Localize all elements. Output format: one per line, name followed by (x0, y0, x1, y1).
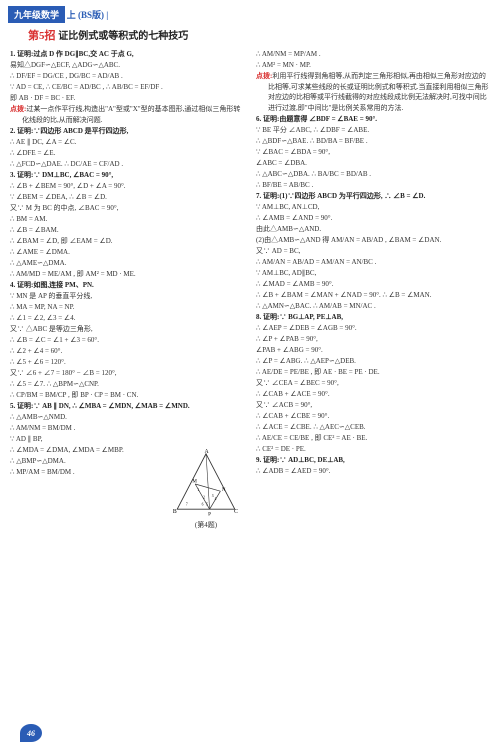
text-line: ∵ BE 平分 ∠ABC, ∴ ∠DBF = ∠ABE. (254, 125, 492, 136)
text-line: ∵ ∠BAC = ∠BDA = 90°, (254, 147, 492, 158)
text-line: ∴ AM/NM = MP/AM . (254, 49, 492, 60)
text-line: ∴ ∠B + ∠BEM = 90°, ∠D + ∠A = 90°. (8, 181, 246, 192)
text-line: 又∵ M 为 BC 的中点, ∠BAC = 90°, (8, 203, 246, 214)
text-line: ∴ ∠DFE = ∠E. (8, 148, 246, 159)
text-line: 9. 证明:∵ AD⊥BC, DE⊥AB, (254, 455, 492, 466)
text-line: ∴ ∠CAB + ∠CBE = 90°. (254, 411, 492, 422)
svg-text:6: 6 (202, 503, 204, 507)
text-line: ∴ AE/DE = PE/BE , 即 AE · BE = PE · DE. (254, 367, 492, 378)
text-line: ∵ ∠BEM = ∠DEA, ∴ ∠B = ∠D. (8, 192, 246, 203)
column-right: ∴ AM/NM = MP/AM .∴ AM² = MN · MP.点拨:利用平行… (254, 49, 492, 478)
text-line: ∴ △FCD∽△DAE. ∴ DC/AE = CF/AD . (8, 159, 246, 170)
text-line: ∴ ∠AEP = ∠DEB = ∠AGB = 90°. (254, 323, 492, 334)
text-line: ∴ ∠B = ∠C = ∠1 + ∠3 = 60°. (8, 335, 246, 346)
text-line: 点拨:过某一点作平行线,构造出"A"型或"X"型的基本图形,通过相似三角形转化线… (8, 104, 246, 125)
svg-text:C: C (234, 509, 238, 515)
column-left: 1. 证明:过点 D 作 DG∥BC,交 AC 于点 G,易知△DGF∽△ECF… (8, 49, 246, 478)
header-suffix: 上 (BS版) | (67, 10, 109, 20)
text-line: 又∵ AD = BC, (254, 246, 492, 257)
svg-text:B: B (173, 509, 177, 515)
text-line: ∴ ∠AMB = ∠AND = 90°. (254, 213, 492, 224)
text-line: 又∵ ∠CEA = ∠BEC = 90°, (254, 378, 492, 389)
text-line: ∴ ∠2 + ∠4 = 60°. (8, 346, 246, 357)
text-line: 由此△AMB∽△AND. (254, 224, 492, 235)
text-line: 5. 证明:∵ AB ∥ DN, ∴ ∠MBA = ∠MDN, ∠MAB = ∠… (8, 401, 246, 412)
svg-text:7: 7 (186, 503, 188, 507)
text-line: ∵ AD ∥ BP, (8, 434, 246, 445)
text-line: ∴ CP/BM = BM/CP , 即 BP · CP = BM · CN. (8, 390, 246, 401)
title-red: 第5招 (28, 30, 56, 42)
text-line: ∴ BF/BE = AB/BC . (254, 180, 492, 191)
text-line: ∴ ∠MAD = ∠AMB = 90°. (254, 279, 492, 290)
text-line: ∴ ∠ACE = ∠CBE. ∴ △AEC∽△CEB. (254, 422, 492, 433)
text-line: ∵ MN 是 AP 的垂直平分线, (8, 291, 246, 302)
text-line: 易知△DGF∽△ECF, △ADG∽△ABC. (8, 60, 246, 71)
text-line: ∴ BM = AM. (8, 214, 246, 225)
text-line: ∴ ∠5 = ∠7. ∴ △BPM∽△CNP. (8, 379, 246, 390)
text-line: 又∵ △ABC 是等边三角形, (8, 324, 246, 335)
text-line: 8. 证明:∵ BG⊥AP, PE⊥AB, (254, 312, 492, 323)
text-line: ∴ △AMB∽△NMD. (8, 412, 246, 423)
text-line: ∴ ∠ADB = ∠AED = 90°. (254, 466, 492, 477)
text-line: ∴ △BDF∽△BAE. ∴ BD/BA = BF/BE . (254, 136, 492, 147)
svg-text:N: N (222, 487, 226, 493)
text-line: ∴ CE² = DE · PE. (254, 444, 492, 455)
text-line: ∴ AE/CE = CE/BE , 即 CE² = AE · BE. (254, 433, 492, 444)
title-black: 证比例式或等积式的七种技巧 (58, 31, 188, 42)
svg-text:2: 2 (203, 495, 205, 499)
text-line: ∴ ∠5 + ∠6 = 120°. (8, 357, 246, 368)
text-line: ∴ AE ∥ DC, ∠A = ∠C. (8, 137, 246, 148)
svg-text:4: 4 (215, 497, 217, 501)
text-line: ∴ ∠P + ∠PAB = 90°, (254, 334, 492, 345)
header-bar: 九年级数学 (8, 6, 65, 23)
text-line: ∴ ∠B = ∠BAM. (8, 225, 246, 236)
text-line: 又∵ ∠6 + ∠7 = 180° − ∠B = 120°, (8, 368, 246, 379)
text-line: ∵ AM⊥BC, AN⊥CD, (254, 202, 492, 213)
text-line: 又∵ ∠ACB = 90°, (254, 400, 492, 411)
page-number: 46 (20, 724, 42, 742)
text-line: ∴ AM² = MN · MP. (254, 60, 492, 71)
text-line: ∠PAB + ∠ABG = 90°. (254, 345, 492, 356)
text-line: ∴ △ABC∽△DBA. ∴ BA/BC = BD/AB . (254, 169, 492, 180)
text-line: ∠ABC = ∠DBA. (254, 158, 492, 169)
text-line: 6. 证明:由题意得 ∠BDF = ∠BAE = 90°. (254, 114, 492, 125)
text-line: 3. 证明:∵ DM⊥BC, ∠BAC = 90°, (8, 170, 246, 181)
svg-text:5: 5 (206, 503, 208, 507)
text-line: ∵ AD = CE, ∴ CE/BC = AD/BC , ∴ AB/BC = E… (8, 82, 246, 93)
text-line: ∴ ∠CAB + ∠ACE = 90°. (254, 389, 492, 400)
svg-text:1: 1 (197, 488, 199, 492)
triangle-diagram: A M N B P C 1 2 3 4 5 6 7 (第4题) (170, 448, 242, 520)
text-line: ∴ MA = MP, NA = NP. (8, 302, 246, 313)
text-line: ∵ AM⊥BC, AD∥BC, (254, 268, 492, 279)
text-line: 7. 证明:(1)∵四边形 ABCD 为平行四边形, ∴ ∠B = ∠D. (254, 191, 492, 202)
text-line: ∴ DF/EF = DG/CE , DG/BC = AD/AB . (8, 71, 246, 82)
text-line: 4. 证明:如图,连接 PM、PN. (8, 280, 246, 291)
lesson-title: 第5招 证比例式或等积式的七种技巧 (28, 27, 500, 43)
diagram-caption: (第4题) (170, 520, 242, 530)
text-line: ∴ AM/MD = ME/AM , 即 AM² = MD · ME. (8, 269, 246, 280)
text-line: 即 AB · DF = BC · EF. (8, 93, 246, 104)
text-line: ∴ AM/AN = AB/AD = AM/AN = AN/BC . (254, 257, 492, 268)
text-line: ∴ △AME∽△DMA. (8, 258, 246, 269)
text-line: ∴ ∠P = ∠ABG. ∴ △AEP∽△DEB. (254, 356, 492, 367)
svg-text:M: M (192, 479, 197, 485)
content-columns: 1. 证明:过点 D 作 DG∥BC,交 AC 于点 G,易知△DGF∽△ECF… (0, 49, 500, 478)
text-line: ∴ AM/NM = BM/DM . (8, 423, 246, 434)
text-line: ∴ ∠BAM = ∠D, 即 ∠EAM = ∠D. (8, 236, 246, 247)
text-line: 点拨:利用平行线得到角相等,从而判定三角形相似,再由相似三角形对应边的比相等,可… (254, 71, 492, 113)
svg-text:3: 3 (212, 494, 214, 498)
text-line: ∴ △AMN∽△BAC. ∴ AM/AB = MN/AC . (254, 301, 492, 312)
page-header: 九年级数学 上 (BS版) | (8, 6, 500, 23)
svg-text:A: A (205, 449, 210, 455)
text-line: 2. 证明:∵四边形 ABCD 是平行四边形, (8, 126, 246, 137)
text-line: 1. 证明:过点 D 作 DG∥BC,交 AC 于点 G, (8, 49, 246, 60)
text-line: (2)由△AMB∽△AND 得 AM/AN = AB/AD , ∠BAM = ∠… (254, 235, 492, 246)
svg-text:P: P (208, 512, 211, 518)
text-line: ∴ ∠B + ∠BAM = ∠MAN + ∠NAD = 90°. ∴ ∠B = … (254, 290, 492, 301)
text-line: ∴ ∠1 = ∠2, ∠3 = ∠4. (8, 313, 246, 324)
text-line: ∴ ∠AME = ∠DMA. (8, 247, 246, 258)
